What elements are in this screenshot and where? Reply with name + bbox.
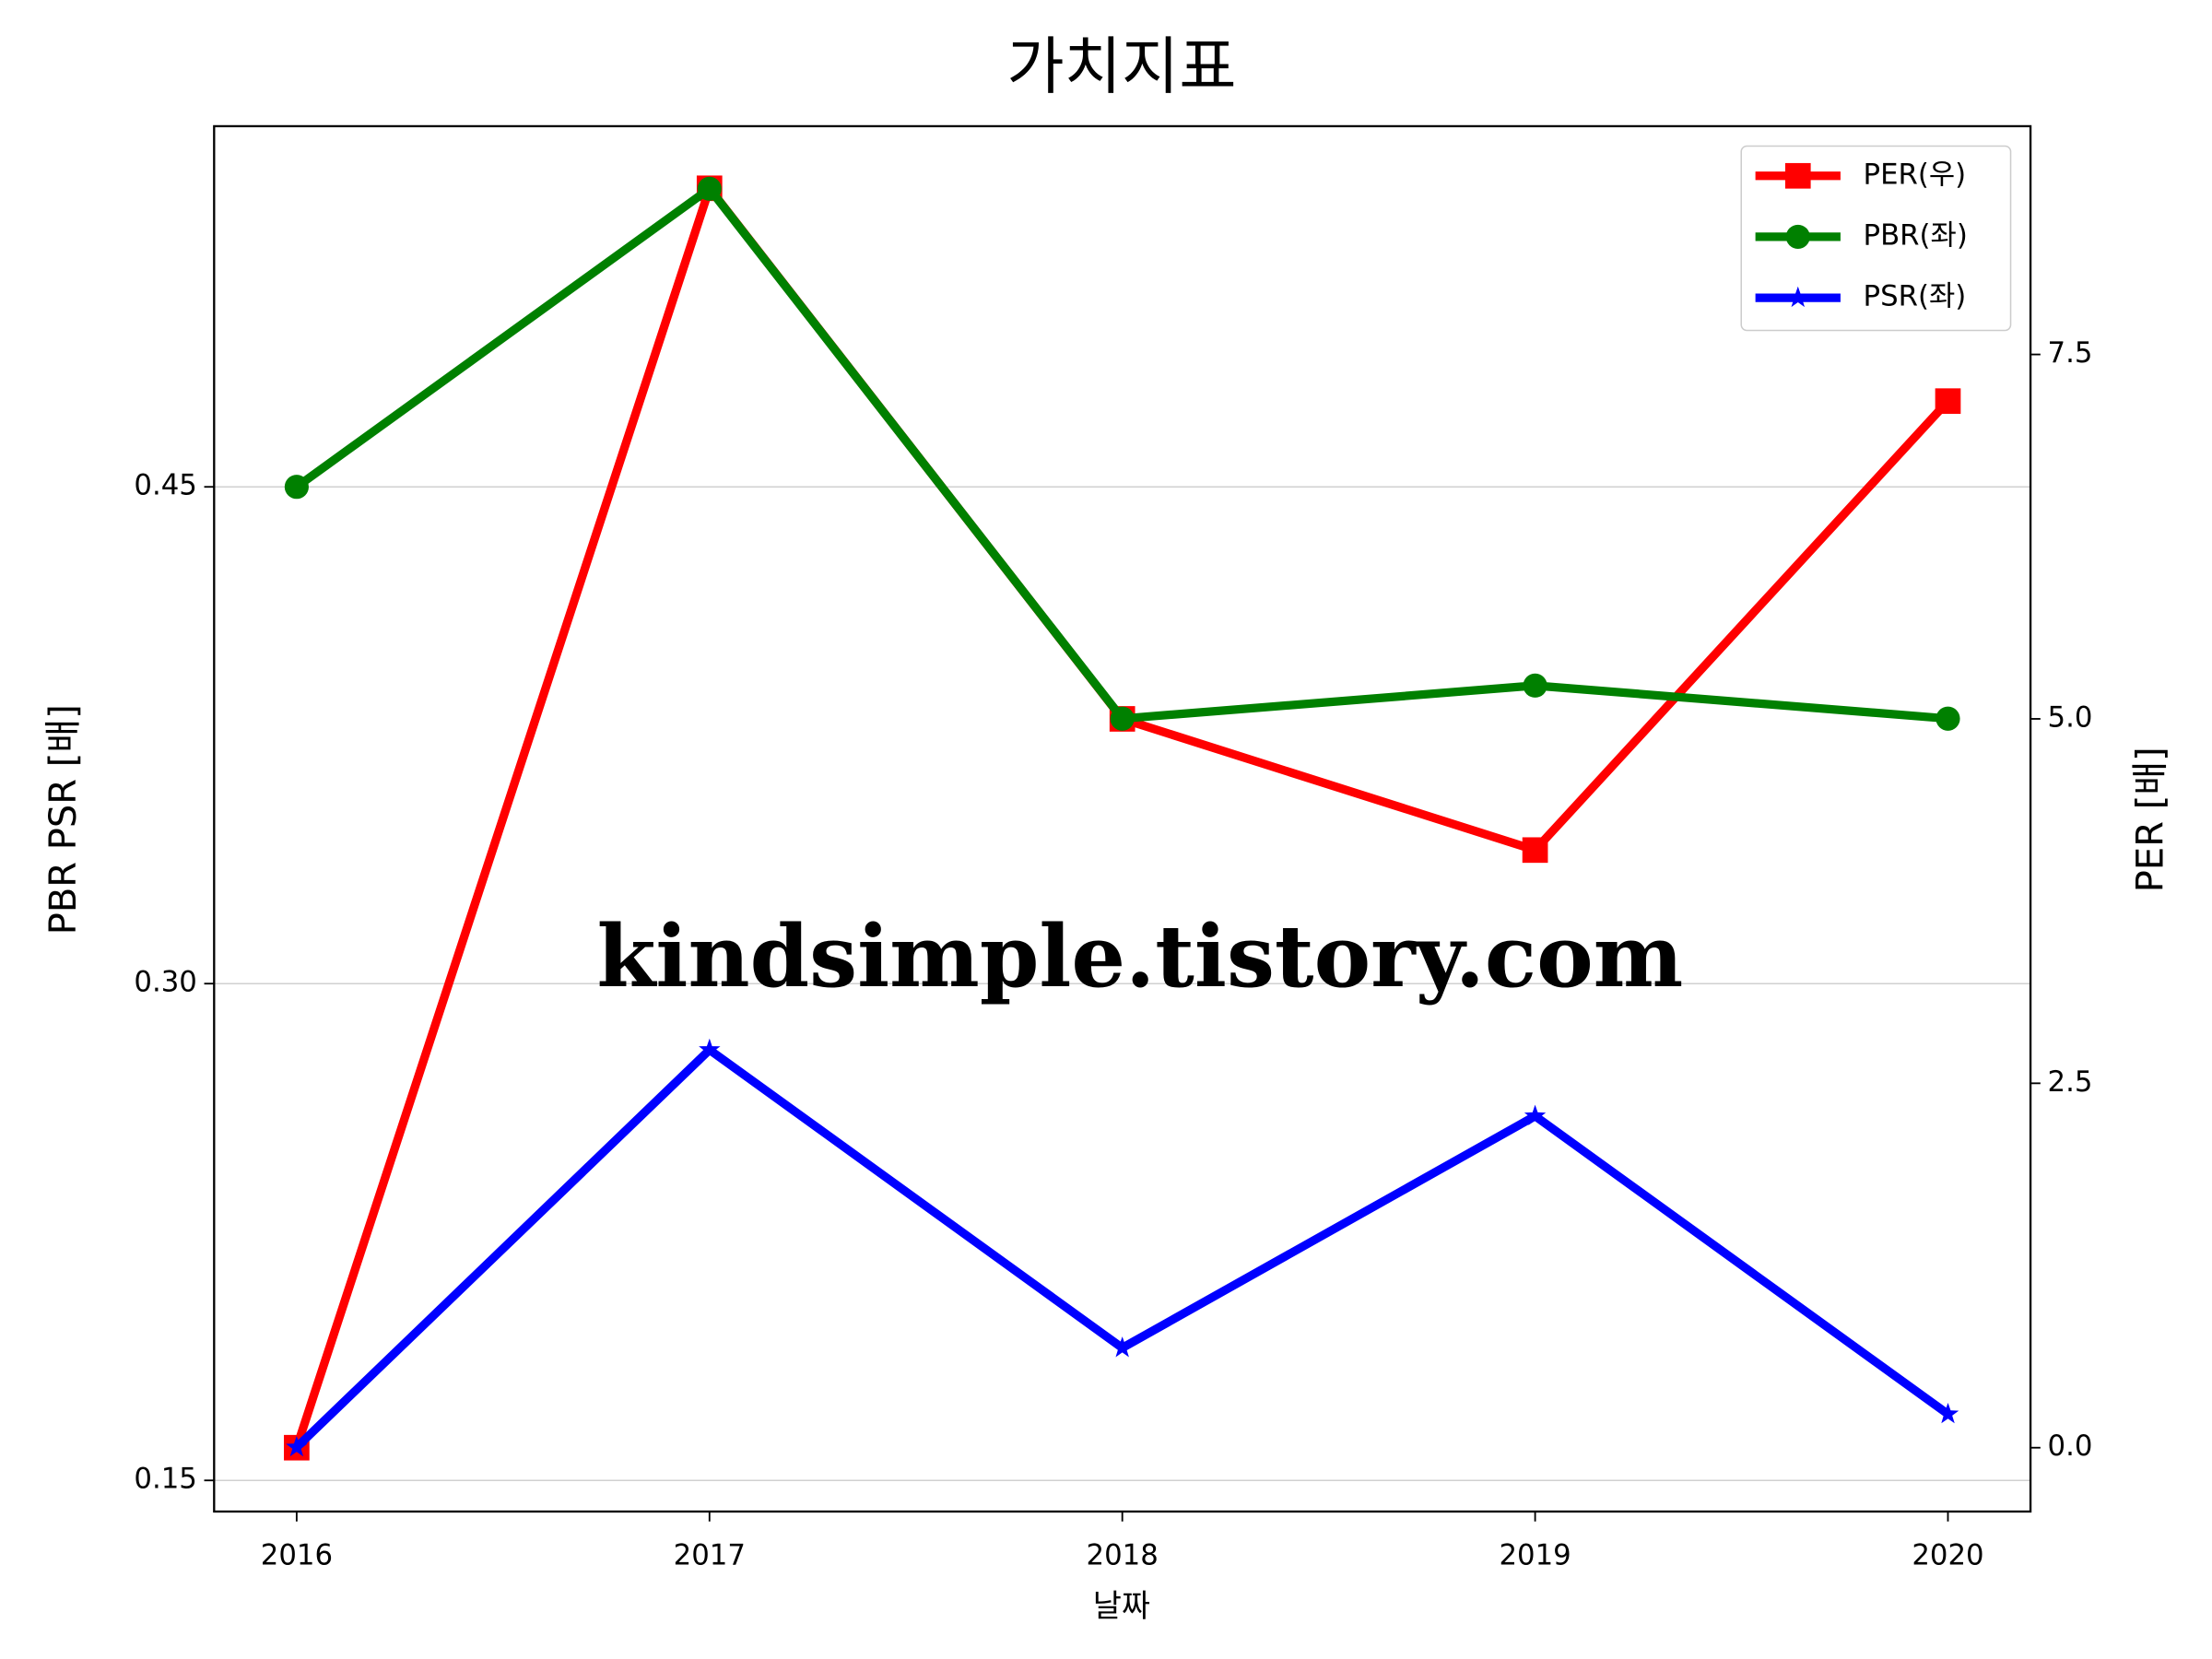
- x-tick-label: 2016: [261, 1539, 333, 1572]
- marker: [286, 1436, 308, 1457]
- y-tick-label: 0.45: [134, 469, 196, 502]
- series: [284, 175, 1961, 1461]
- marker: [1785, 224, 1810, 249]
- x-tick-label: 2017: [674, 1539, 746, 1572]
- legend-label: PBR(좌): [1864, 218, 1968, 252]
- plot-frame: [213, 124, 2032, 1513]
- y2-tick-label: 5.0: [2048, 700, 2093, 734]
- marker: [284, 475, 309, 500]
- marker: [1112, 1336, 1134, 1358]
- x-tick-label: 2018: [1087, 1539, 1159, 1572]
- marker: [1784, 162, 1811, 189]
- y2-tick-label: 2.5: [2048, 1065, 2093, 1099]
- x-axis-label: 날짜: [1093, 1588, 1150, 1624]
- marker: [1935, 388, 1961, 415]
- watermark: kindsimple.tistory.com: [596, 906, 1683, 1006]
- chart-title: 가치지표: [1006, 29, 1236, 102]
- y-axis-label: PBR PSR [배]: [42, 704, 85, 935]
- legend-label: PER(우): [1864, 158, 1967, 191]
- marker: [1523, 673, 1547, 698]
- x-tick-label: 2020: [1912, 1539, 1983, 1572]
- marker: [1522, 837, 1548, 864]
- y-tick-label: 0.30: [134, 966, 196, 999]
- line: [292, 183, 1951, 1450]
- y-tick-label: 0.15: [134, 1463, 196, 1496]
- y2-axis-label: PER [배]: [2129, 747, 2171, 892]
- marker: [1110, 706, 1135, 731]
- y2-tick-label: 7.5: [2048, 336, 2093, 370]
- line: [293, 1045, 1951, 1451]
- legend-label: PSR(좌): [1864, 280, 1967, 313]
- x-tick-label: 2019: [1499, 1539, 1571, 1572]
- y2-tick-label: 0.0: [2048, 1430, 2093, 1463]
- series: [286, 1038, 1959, 1457]
- legend-box: [1740, 145, 2012, 332]
- legend: PER(우) PBR(좌) PSR(좌): [1740, 145, 2012, 332]
- line: [294, 184, 1948, 724]
- series: [284, 176, 1960, 731]
- marker: [1787, 286, 1809, 308]
- marker: [1936, 1403, 1959, 1424]
- marker: [1524, 1104, 1547, 1125]
- marker: [699, 1038, 721, 1060]
- marker: [1936, 706, 1960, 731]
- marker: [697, 176, 722, 201]
